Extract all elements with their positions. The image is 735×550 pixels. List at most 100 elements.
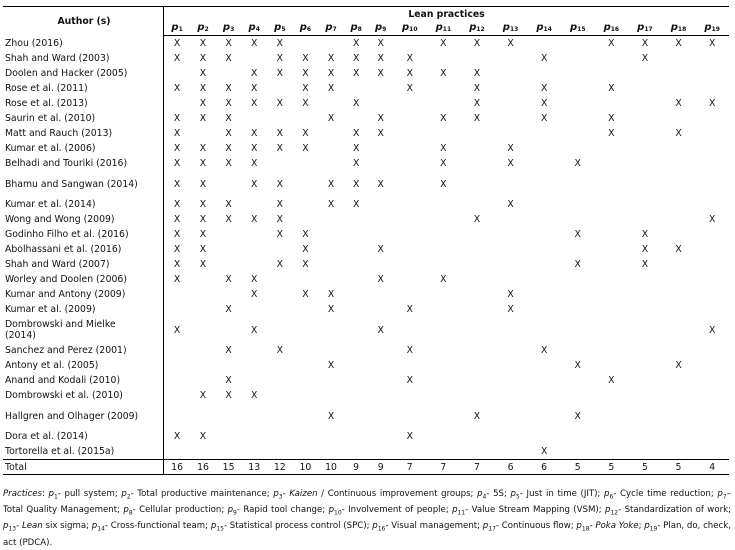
mark-cell: X: [199, 214, 207, 225]
mark-cell: X: [199, 178, 207, 190]
author-cell: Belhadi and Touriki (2016): [3, 156, 164, 171]
mark-cell: [460, 242, 494, 257]
total-value: 7: [426, 459, 461, 475]
mark-cell: [164, 373, 191, 388]
author-cell: Anand and Kodali (2010): [3, 373, 164, 388]
mark-cell: [427, 212, 461, 227]
mark-cell: [460, 302, 494, 317]
mark-cell: [595, 227, 629, 242]
mark-cell: [427, 358, 461, 373]
mark-cell: [460, 141, 494, 156]
mark-cell: [527, 227, 561, 242]
mark-cell: [318, 126, 344, 141]
mark-cell: [494, 358, 528, 373]
mark-cell: X: [327, 68, 335, 79]
practice-header-p6: p6: [292, 22, 319, 36]
mark-cell: X: [507, 143, 514, 154]
mark-cell: X: [199, 53, 207, 64]
mark-cell: [344, 403, 369, 429]
mark-cell: [393, 156, 427, 171]
mark-cell: X: [352, 128, 360, 139]
mark-cell: [344, 302, 369, 317]
mark-cell: [695, 156, 729, 171]
mark-cell: [241, 444, 267, 460]
table-row: Wong and Wong (2009) X X X X X X X: [3, 212, 729, 227]
mark-cell: X: [608, 375, 615, 386]
mark-cell: [494, 257, 528, 272]
mark-cell: [267, 242, 293, 257]
mark-cell: X: [540, 53, 548, 64]
mark-cell: [460, 287, 494, 302]
mark-cell: [393, 242, 427, 257]
mark-cell: X: [251, 214, 258, 225]
mark-cell: [164, 302, 191, 317]
mark-cell: X: [251, 143, 258, 154]
mark-cell: X: [708, 214, 716, 225]
mark-cell: X: [173, 259, 181, 270]
mark-cell: [267, 403, 293, 429]
mark-cell: [561, 242, 595, 257]
mark-cell: X: [507, 304, 514, 315]
practice-header-p4: p4: [241, 22, 268, 36]
mark-cell: [393, 287, 427, 302]
mark-cell: [662, 403, 696, 429]
mark-cell: [527, 317, 561, 343]
mark-cell: [695, 272, 729, 287]
mark-cell: X: [276, 143, 283, 154]
mark-cell: [293, 171, 319, 197]
mark-cell: [527, 66, 561, 81]
mark-cell: [695, 242, 729, 257]
mark-cell: [164, 358, 191, 373]
table-row: Rose et al. (2013) X X X X X X X X X X: [3, 96, 729, 111]
mark-cell: [628, 111, 662, 126]
mark-cell: [216, 287, 242, 302]
mark-cell: X: [251, 390, 258, 401]
mark-cell: [344, 257, 369, 272]
table-row: Abolhassani et al. (2016) X X X X X X: [3, 242, 729, 257]
mark-cell: [368, 403, 393, 429]
mark-cell: X: [574, 410, 581, 422]
mark-cell: [241, 197, 267, 212]
author-cell: Bhamu and Sangwan (2014): [3, 171, 164, 197]
mark-cell: X: [708, 324, 716, 336]
mark-cell: X: [199, 83, 207, 94]
mark-cell: [164, 403, 191, 429]
mark-cell: [293, 36, 319, 52]
mark-cell: [293, 317, 319, 343]
mark-cell: [427, 51, 461, 66]
mark-cell: [628, 317, 662, 343]
mark-cell: [527, 126, 561, 141]
mark-cell: [344, 272, 369, 287]
mark-cell: [561, 287, 595, 302]
mark-cell: [190, 302, 216, 317]
mark-cell: X: [327, 410, 335, 422]
author-cell: Wong and Wong (2009): [3, 212, 164, 227]
mark-cell: [427, 242, 461, 257]
practice-header-p5: p5: [267, 22, 293, 36]
mark-cell: [344, 373, 369, 388]
mark-cell: [241, 51, 267, 66]
mark-cell: [318, 373, 344, 388]
mark-cell: [267, 302, 293, 317]
mark-cell: [427, 227, 461, 242]
mark-cell: X: [327, 360, 335, 371]
mark-cell: [318, 272, 344, 287]
mark-cell: X: [473, 113, 481, 124]
mark-cell: X: [225, 158, 232, 169]
mark-cell: [368, 81, 393, 96]
mark-cell: [368, 212, 393, 227]
mark-cell: [368, 302, 393, 317]
mark-cell: [241, 373, 267, 388]
mark-cell: X: [708, 98, 716, 109]
mark-cell: [561, 126, 595, 141]
mark-cell: [662, 257, 696, 272]
mark-cell: X: [507, 199, 514, 210]
mark-cell: X: [574, 259, 581, 270]
mark-cell: [494, 242, 528, 257]
mark-cell: X: [377, 38, 384, 49]
table-row: Bhamu and Sangwan (2014) X X X X X X X X: [3, 171, 729, 197]
mark-cell: X: [440, 113, 447, 124]
mark-cell: [628, 197, 662, 212]
mark-cell: [427, 287, 461, 302]
mark-cell: [695, 444, 729, 460]
